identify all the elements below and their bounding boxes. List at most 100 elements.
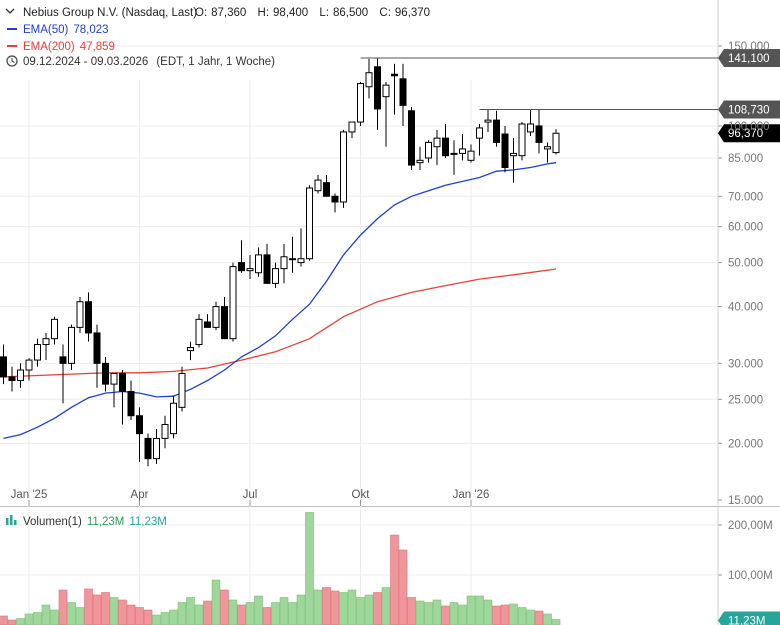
candle [544, 142, 551, 163]
date-range-text: 09.12.2024 - 09.03.2026 [23, 56, 148, 68]
candle [467, 144, 475, 163]
volume-bar [356, 597, 365, 625]
volume-panel: 200,00M 100,00M 11,23M [0, 512, 780, 625]
volume-bar [483, 599, 493, 625]
price-label-bg [718, 49, 780, 68]
candle [280, 243, 288, 284]
y-tick-label: 85.000 [728, 153, 763, 165]
volume-bar [407, 597, 416, 625]
volume-bar [288, 602, 297, 625]
candle [552, 129, 560, 155]
candle-body [340, 131, 347, 203]
candle [510, 138, 517, 183]
candle [59, 344, 67, 404]
candle [518, 122, 526, 161]
volume-bar [118, 599, 127, 625]
candle [442, 123, 449, 158]
candle [68, 324, 75, 371]
candle [425, 140, 432, 163]
volume-bar [551, 619, 561, 625]
candle [110, 372, 118, 408]
ema200-legend: EMA(200) 47,859 [23, 41, 115, 53]
candle [204, 314, 211, 328]
candle-body [306, 187, 313, 260]
volume-header: Volumen(1) 11,23M 11,23M [6, 515, 167, 528]
volume-bar [160, 612, 170, 625]
last-price-label: 96,370 [718, 124, 780, 143]
candle [144, 433, 152, 467]
candle-body [195, 318, 203, 346]
candle-body [552, 132, 560, 154]
volume-tick-label: 100,00M [728, 570, 773, 582]
candle-body [102, 362, 109, 385]
candle-body [263, 254, 271, 284]
candle [51, 316, 58, 345]
volume-bar [177, 602, 187, 625]
reference-price-label: 108,730 [718, 100, 780, 119]
volume-bar [126, 604, 136, 625]
volume-bar [330, 590, 340, 625]
candle [272, 262, 279, 288]
volume-bar [466, 595, 476, 625]
volume-bar [398, 549, 408, 625]
candle-body [442, 137, 449, 157]
candle-body [51, 318, 58, 340]
candle [136, 407, 143, 462]
candle-body [93, 332, 101, 364]
volume-bar [526, 609, 535, 625]
candle [153, 429, 160, 465]
volume-bar [7, 619, 17, 625]
candle [8, 366, 16, 392]
candle-body [433, 137, 441, 148]
candle-body [518, 123, 526, 157]
volume-bar [381, 587, 391, 625]
chart-header: Nebius Group N.V. (Nasdaq, Last) O: 87,36… [5, 7, 430, 68]
candle [0, 344, 7, 385]
candle [476, 123, 483, 156]
candle-body [246, 268, 254, 272]
candle-body [527, 123, 534, 133]
volume-last-label-text: 11,23M [728, 616, 766, 625]
chevron-down-icon[interactable] [5, 8, 15, 14]
candle [391, 63, 398, 115]
volume-bar [24, 613, 34, 625]
price-label-text: 108,730 [728, 104, 770, 116]
volume-last-label-bg [718, 611, 780, 625]
candle-body [119, 372, 126, 393]
candle-body [289, 258, 296, 261]
volume-bar [364, 594, 374, 625]
candle [212, 301, 220, 331]
candle-body [450, 152, 458, 155]
volume-bar [109, 597, 119, 625]
candle-body [272, 268, 279, 284]
candle-body [535, 125, 543, 143]
volume-bar [441, 605, 450, 625]
candle-body [544, 146, 551, 150]
y-tick-label: 30.000 [728, 358, 763, 370]
candle [493, 110, 500, 147]
volume-bar [543, 613, 552, 625]
volume-bar [58, 589, 68, 625]
candle-body [238, 262, 245, 272]
candle-body [153, 437, 160, 460]
candle [365, 58, 373, 99]
price-label-bg [718, 124, 780, 143]
volume-bar [186, 597, 195, 625]
candle [501, 125, 509, 173]
volume-bar [16, 618, 25, 625]
y-tick-label: 60.000 [728, 222, 763, 234]
date-range-note: (EDT, 1 Jahr, 1 Woche) [156, 56, 275, 68]
candle [340, 129, 347, 208]
volume-bar [194, 604, 204, 625]
candle [263, 243, 271, 284]
date-range: 09.12.2024 - 09.03.2026 (EDT, 1 Jahr, 1 W… [23, 56, 275, 68]
candle-body [68, 326, 75, 364]
candle-body [314, 179, 322, 192]
candle [229, 262, 237, 342]
low-label: L: [319, 7, 329, 19]
ema200-legend-value: 47,859 [80, 41, 115, 53]
candle [34, 338, 41, 367]
volume-bar [509, 603, 518, 625]
candle-body [17, 369, 24, 381]
